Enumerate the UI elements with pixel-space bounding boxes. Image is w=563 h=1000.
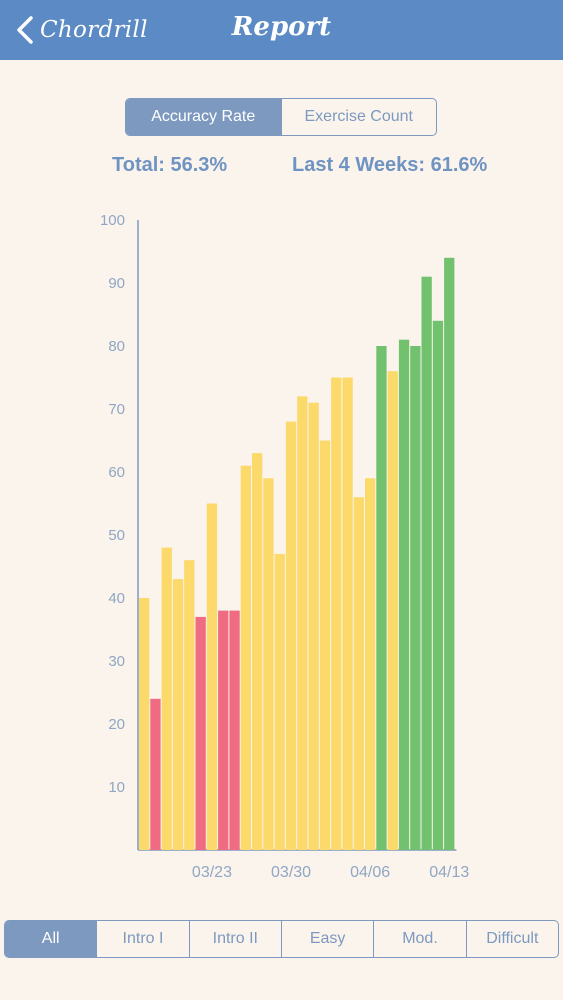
chart-bar — [410, 346, 421, 850]
accuracy-bar-chart: 10 20 30 40 50 60 70 80 90 100 03/23 03/30 04/06 04/1… — [100, 212, 469, 881]
chart-bar — [195, 616, 206, 850]
chart-bar — [308, 402, 319, 850]
x-tick-label: 03/23 — [192, 864, 232, 881]
last-4-weeks-accuracy: Last 4 Weeks: 61.6% — [292, 154, 488, 176]
chart-bar — [184, 560, 195, 850]
stats-row: Total: 56.3% Last 4 Weeks: 61.6% — [0, 154, 563, 180]
total-accuracy: Total: 56.3% — [112, 154, 228, 176]
y-tick-label: 20 — [108, 716, 125, 733]
chart-bar — [172, 579, 184, 850]
y-tick-label: 40 — [108, 590, 125, 607]
chart-bar — [240, 465, 251, 850]
chart-bar — [252, 453, 263, 850]
chart-bar — [218, 610, 229, 850]
y-tick-label: 100 — [100, 212, 125, 229]
y-tick-label: 60 — [108, 464, 125, 481]
chart-bar — [387, 371, 398, 850]
chart-bar — [274, 553, 285, 850]
chart-bar — [229, 610, 240, 850]
filter-all[interactable]: All — [5, 921, 97, 957]
y-tick-label: 30 — [108, 653, 125, 670]
chevron-left-icon — [17, 16, 33, 44]
back-label: Chordrill — [40, 17, 148, 43]
chart-bar — [150, 698, 161, 850]
y-tick-label: 10 — [108, 779, 125, 796]
chart-bar — [285, 421, 297, 850]
y-tick-label: 50 — [108, 527, 125, 544]
chart-bar — [263, 478, 274, 850]
chart-bar — [365, 478, 376, 850]
filter-intro-1[interactable]: Intro I — [96, 921, 188, 957]
filter-easy[interactable]: Easy — [280, 921, 373, 957]
page-title: Report — [231, 12, 332, 42]
metric-segmented-control: Accuracy Rate Exercise Count — [125, 98, 437, 136]
y-tick-label: 70 — [108, 401, 125, 418]
chart-bar — [376, 346, 387, 850]
chart-bar — [297, 396, 308, 850]
filter-intro-2[interactable]: Intro II — [188, 921, 281, 957]
chart-bar — [432, 320, 444, 850]
x-tick-label: 03/30 — [271, 864, 311, 881]
filter-moderate[interactable]: Mod. — [373, 921, 465, 957]
chart-bar — [206, 503, 218, 850]
chart-bar — [444, 257, 455, 850]
chart-bar — [421, 276, 432, 850]
chart-bar — [342, 377, 353, 850]
chart-bar — [139, 598, 150, 850]
chart-bar — [331, 377, 342, 850]
y-tick-label: 90 — [108, 275, 125, 292]
back-button[interactable]: Chordrill — [14, 12, 148, 48]
chart-bar — [398, 339, 410, 850]
level-filter-control: All Intro I Intro II Easy Mod. Difficult — [4, 920, 559, 958]
filter-difficult[interactable]: Difficult — [465, 921, 558, 957]
chart-bar — [319, 440, 331, 850]
navigation-bar: Chordrill Report — [0, 0, 563, 60]
tab-exercise-count[interactable]: Exercise Count — [280, 99, 437, 135]
tab-accuracy-rate[interactable]: Accuracy Rate — [126, 99, 281, 135]
chart-bar — [353, 497, 364, 850]
y-tick-label: 80 — [108, 338, 125, 355]
chart-bar — [161, 547, 172, 850]
x-tick-label: 04/13 — [429, 864, 469, 881]
x-tick-label: 04/06 — [350, 864, 390, 881]
